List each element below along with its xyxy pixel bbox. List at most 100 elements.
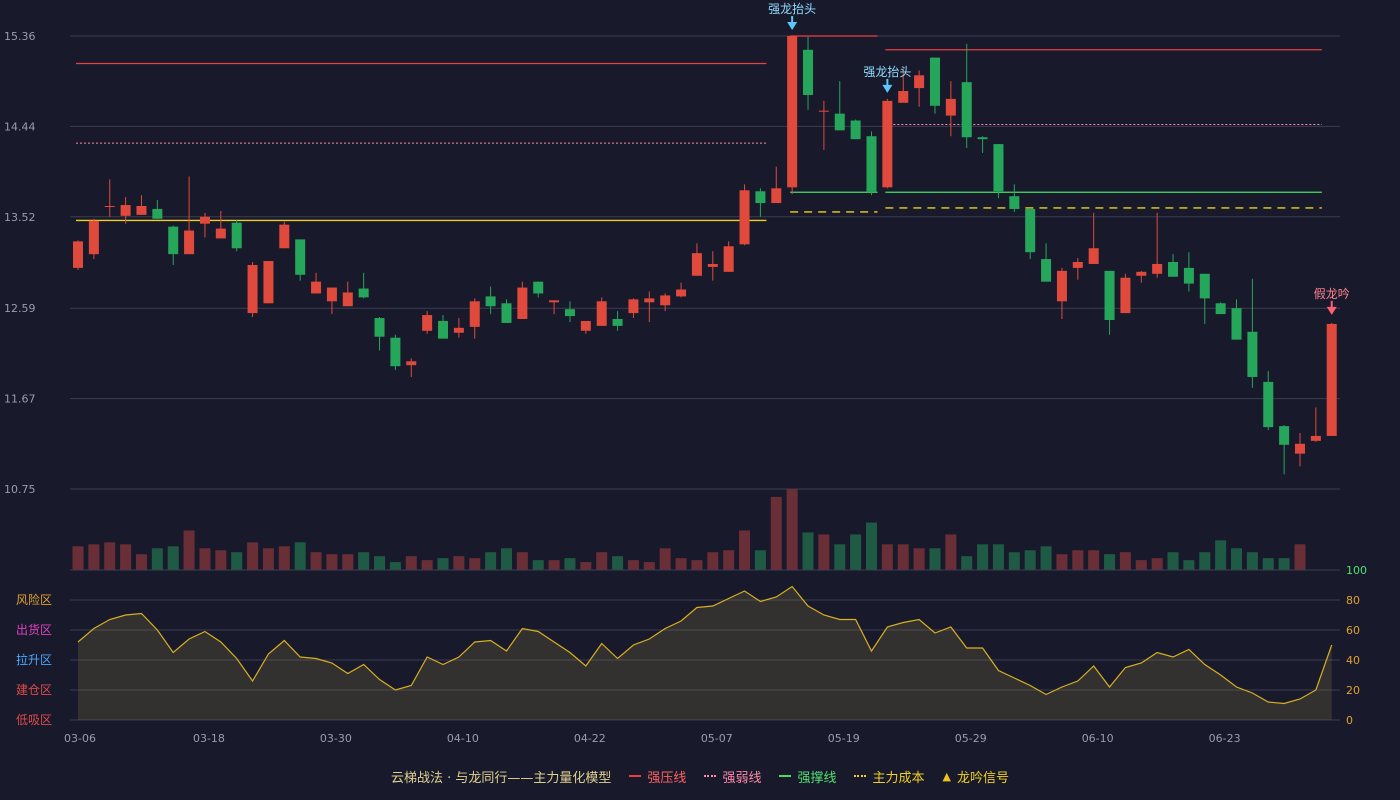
candle-body [311,281,322,294]
volume-bar [294,542,306,570]
volume-bar [532,560,544,570]
volume-bar [183,530,195,570]
volume-bar [739,530,751,570]
x-tick-label: 03-06 [64,732,96,745]
candle-body [914,75,925,89]
candle-body [1294,443,1305,454]
candle-body [1120,277,1131,314]
volume-bar [945,534,957,570]
x-tick-label: 03-30 [320,732,352,745]
volume-bar [1040,546,1052,570]
volume-bar [612,556,624,570]
candle-body [1263,381,1274,428]
candle-body [549,300,560,303]
legend-item-support: 强撑线 [779,767,836,786]
candle-body [787,36,798,188]
volume-bar [342,554,354,570]
volume-bar [167,546,179,570]
volume-bar [135,554,147,570]
volume-bar [421,560,433,570]
volume-bar [818,534,830,570]
legend-item-signal: ▲ 龙吟信号 [942,767,1008,786]
candle-body [326,287,337,302]
candle-body [707,263,718,267]
candle-body [850,120,861,140]
candle-body [977,137,988,140]
candle-body [723,246,734,272]
volume-bar [596,552,608,570]
candle-body [120,205,131,216]
candle-body [517,287,528,320]
candle-body [453,327,464,333]
candle-body [1183,267,1194,284]
candle-body [1025,208,1036,253]
x-tick-label: 04-10 [447,732,479,745]
legend-swatch-icon [704,775,717,777]
x-tick-label: 05-07 [701,732,733,745]
volume-bar [564,558,576,570]
chart-legend: 云梯战法 · 与龙同行——主力量化模型 强压线 强弱线 强撑线 主力成本 ▲ 龙… [0,766,1400,786]
volume-bar [723,550,735,570]
volume-bar [374,556,386,570]
volume-bar [834,544,846,570]
candle-body [628,299,639,314]
volume-bar [627,560,639,570]
candle-body [1072,262,1083,268]
volume-bar [1135,560,1147,570]
volume-bar [88,544,100,570]
volume-bar [1246,552,1258,570]
legend-label: 主力成本 [872,770,925,786]
legend-swatch-icon [854,775,867,777]
price-tick-label: 14.44 [4,120,36,133]
volume-bar [786,489,798,570]
volume-bar [215,550,227,570]
x-tick-label: 06-10 [1082,732,1114,745]
volume-bar [1183,560,1195,570]
candle-body [961,82,972,138]
volume-bar [1088,550,1100,570]
volume-bar [1072,550,1084,570]
volume-bar [1278,558,1290,570]
volume-bar [770,496,782,570]
candle-body [866,136,877,193]
candle-body [231,222,242,249]
candle-body [199,216,210,224]
candle-body [358,288,369,298]
candle-body [644,298,655,303]
candlestick-chart: 15.3614.4413.5212.5911.6710.75强龙抬头强龙抬头假龙… [4,2,1367,745]
candle-body [279,224,290,249]
volume-bar [310,552,322,570]
legend-swatch-icon [779,775,792,777]
zone-label: 建仓区 [16,683,52,697]
volume-bar [881,544,893,570]
volume-bar [1215,540,1227,570]
volume-bar [850,534,862,570]
volume-bar [278,546,290,570]
volume-bar [1262,558,1274,570]
candle-body [1231,308,1242,340]
candle-body [564,309,575,317]
candle-body [438,320,449,339]
candle-body [1310,435,1321,441]
zone-label: 拉升区 [16,652,52,667]
indicator-line [77,585,1333,705]
candle-body [993,144,1004,192]
zone-label: 风险区 [16,592,52,607]
candle-body [882,100,893,188]
candle-body [1168,262,1179,277]
signal-arrow-icon [882,84,893,93]
candle-body [168,226,179,255]
price-tick-label: 12.59 [4,302,36,315]
volume-bar [977,544,989,570]
candle-body [469,301,480,327]
candle-body [104,205,115,207]
volume-bar [453,556,465,570]
candle-body [1152,263,1163,274]
volume-bar [437,558,449,570]
price-tick-label: 11.67 [4,393,36,406]
candle-body [1136,271,1147,276]
candle-body [533,281,544,294]
volume-bar [72,546,84,570]
candle-body [73,241,83,268]
candle-body [612,319,623,326]
